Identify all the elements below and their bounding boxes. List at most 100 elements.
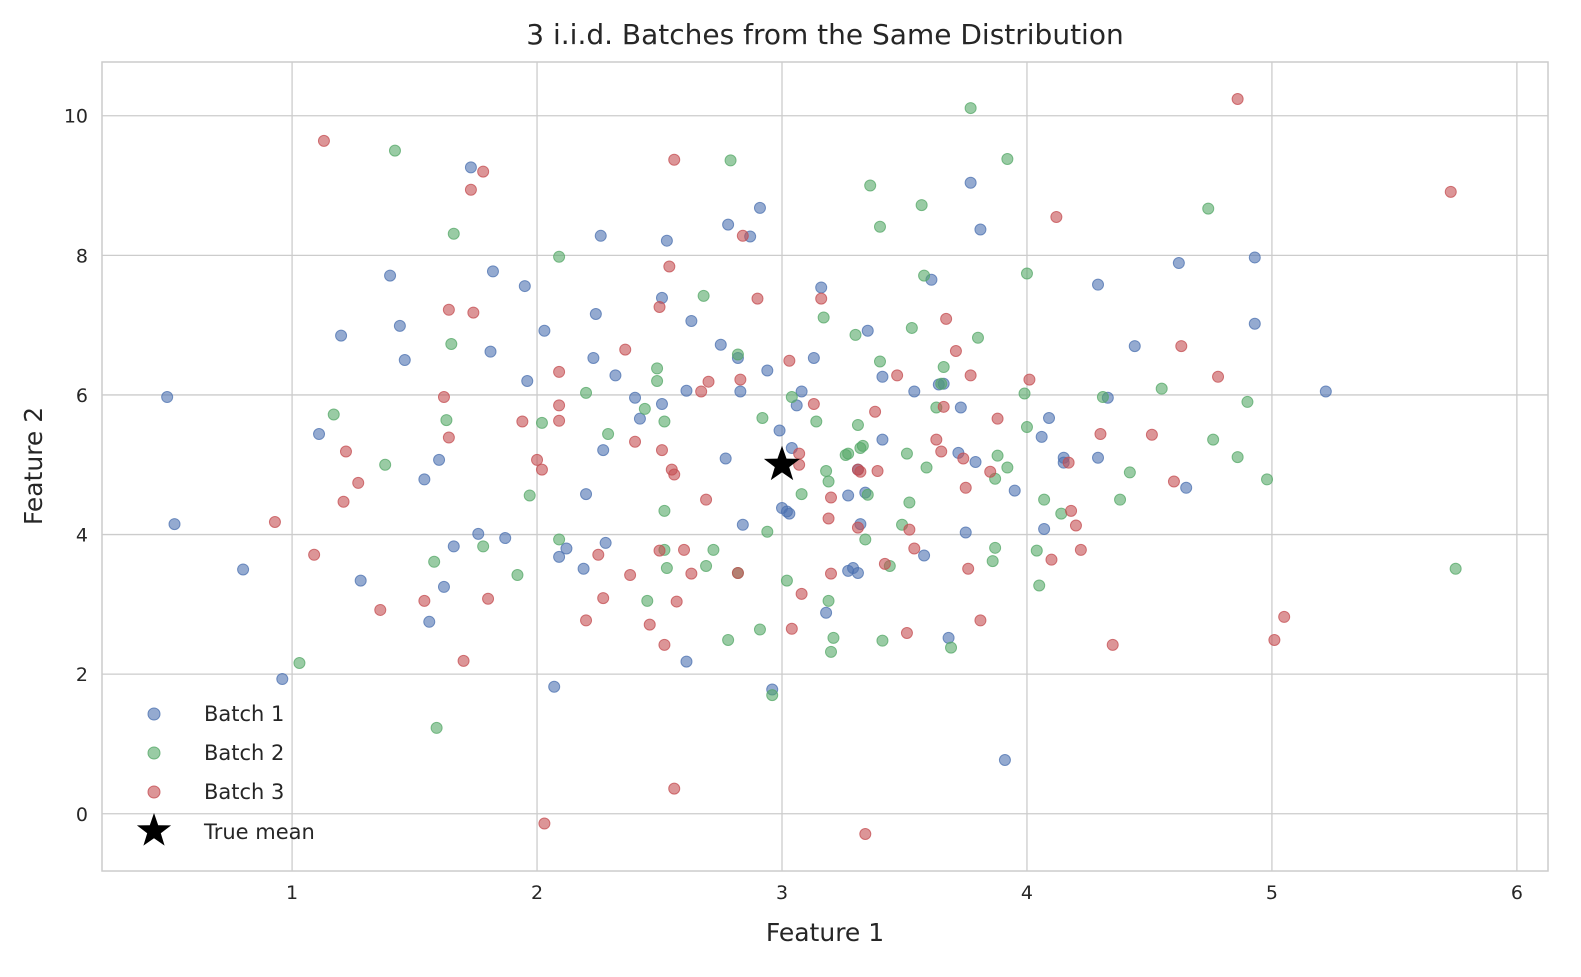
data-point-batch-2 [658, 504, 671, 517]
data-points [161, 92, 1462, 841]
data-point-batch-2 [724, 154, 737, 167]
data-point-batch-2 [842, 447, 855, 460]
data-point-batch-2 [753, 623, 766, 636]
data-point-batch-2 [822, 475, 835, 488]
data-point-batch-3 [793, 447, 806, 460]
legend-entry-batch-1: Batch 1 [147, 702, 284, 726]
data-point-batch-2 [1001, 153, 1014, 166]
data-point-batch-1 [773, 424, 786, 437]
data-point-batch-1 [384, 269, 397, 282]
data-point-batch-3 [736, 229, 749, 242]
data-point-batch-2 [945, 641, 958, 654]
data-point-batch-3 [597, 592, 610, 605]
data-point-batch-1 [795, 385, 808, 398]
data-point-batch-1 [660, 234, 673, 247]
data-point-batch-2 [638, 402, 651, 415]
data-point-batch-2 [1449, 562, 1462, 575]
legend-label-batch-3: Batch 3 [204, 780, 284, 804]
data-point-batch-2 [920, 461, 933, 474]
data-point-batch-3 [1045, 553, 1058, 566]
series-batch-3 [268, 92, 1457, 841]
data-point-batch-3 [535, 463, 548, 476]
data-point-batch-3 [1106, 638, 1119, 651]
y-tick-label: 2 [76, 664, 88, 686]
data-point-batch-3 [538, 817, 551, 830]
data-point-batch-2 [602, 428, 615, 441]
data-point-batch-2 [986, 555, 999, 568]
data-point-batch-1 [908, 385, 921, 398]
data-point-batch-2 [641, 594, 654, 607]
data-point-batch-1 [464, 161, 477, 174]
data-point-batch-3 [1074, 543, 1087, 556]
data-point-batch-3 [592, 548, 605, 561]
data-point-batch-2 [964, 102, 977, 115]
data-point-batch-1 [433, 453, 446, 466]
data-point-batch-1 [942, 631, 955, 644]
data-point-batch-1 [1035, 430, 1048, 443]
data-point-batch-3 [825, 567, 838, 580]
data-point-batch-3 [1231, 92, 1244, 105]
data-point-batch-3 [464, 183, 477, 196]
y-tick-label: 10 [64, 106, 88, 128]
data-point-batch-3 [822, 512, 835, 525]
data-point-batch-2 [1030, 544, 1043, 557]
data-point-batch-3 [957, 452, 970, 465]
data-point-batch-1 [851, 566, 864, 579]
data-point-batch-2 [428, 555, 441, 568]
data-point-batch-2 [905, 321, 918, 334]
data-point-batch-2 [761, 525, 774, 538]
data-point-batch-2 [440, 414, 453, 427]
data-point-batch-2 [935, 377, 948, 390]
data-point-batch-1 [447, 540, 460, 553]
data-point-batch-3 [678, 543, 691, 556]
legend-label-batch-2: Batch 2 [204, 741, 284, 765]
data-point-batch-3 [903, 523, 916, 536]
data-point-batch-1 [1008, 484, 1021, 497]
data-point-batch-1 [168, 518, 181, 531]
data-point-batch-1 [418, 473, 431, 486]
data-point-batch-3 [477, 165, 490, 178]
data-point-batch-1 [335, 329, 348, 342]
data-point-batch-2 [1020, 421, 1033, 434]
data-point-batch-1 [959, 526, 972, 539]
data-point-batch-3 [653, 544, 666, 557]
data-point-batch-2 [379, 458, 392, 471]
y-tick-label: 0 [76, 804, 88, 826]
data-point-batch-2 [856, 439, 869, 452]
data-point-batch-2 [991, 449, 1004, 462]
data-point-batch-3 [442, 431, 455, 444]
data-point-batch-1 [589, 307, 602, 320]
data-point-batch-3 [869, 405, 882, 418]
data-point-batch-1 [629, 391, 642, 404]
data-point-batch-3 [908, 542, 921, 555]
data-point-batch-3 [531, 453, 544, 466]
data-point-batch-2 [766, 689, 779, 702]
data-point-batch-1 [918, 549, 931, 562]
data-point-batch-1 [538, 324, 551, 337]
data-point-batch-3 [984, 465, 997, 478]
data-point-batch-1 [580, 488, 593, 501]
data-point-batch-3 [1069, 519, 1082, 532]
x-tick-label: 2 [531, 882, 543, 904]
data-point-batch-2 [785, 391, 798, 404]
data-point-batch-2 [864, 179, 877, 192]
data-point-batch-2 [658, 415, 671, 428]
data-point-batch-2 [553, 250, 566, 263]
legend-entry-batch-2: Batch 2 [147, 741, 284, 765]
data-point-batch-3 [930, 433, 943, 446]
x-axis-label: Feature 1 [766, 918, 884, 947]
data-point-batch-1 [577, 562, 590, 575]
data-point-batch-3 [1145, 428, 1158, 441]
data-point-batch-3 [734, 373, 747, 386]
data-point-batch-3 [731, 566, 744, 579]
data-point-batch-2 [477, 540, 490, 553]
series-batch-2 [293, 102, 1462, 734]
data-point-batch-3 [937, 400, 950, 413]
data-point-batch-3 [1062, 456, 1075, 469]
data-point-batch-2 [580, 386, 593, 399]
data-point-batch-3 [668, 468, 681, 481]
data-point-batch-1 [587, 351, 600, 364]
data-point-batch-2 [900, 447, 913, 460]
data-point-batch-1 [734, 385, 747, 398]
